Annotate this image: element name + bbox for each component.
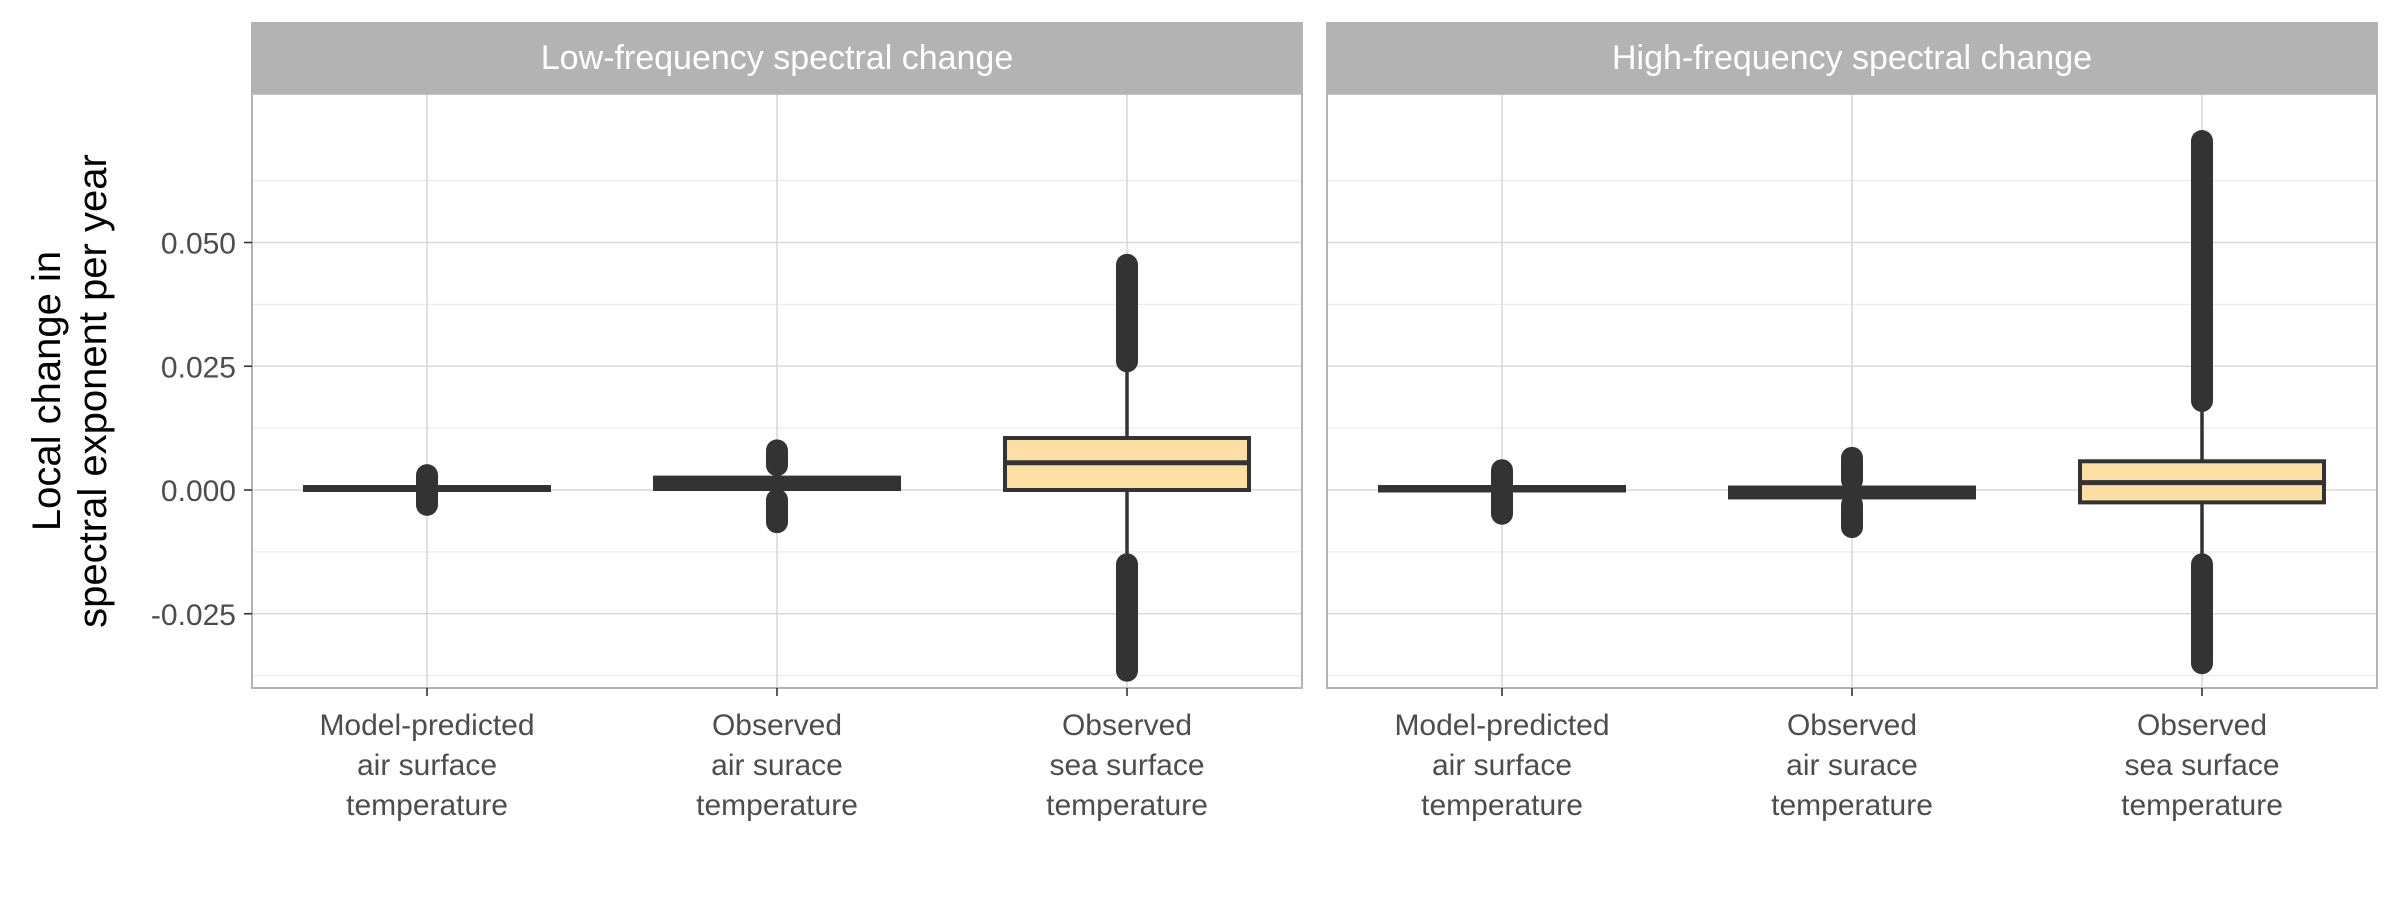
x-tick-label: temperature [696, 789, 858, 822]
panel-title: Low-frequency spectral change [541, 39, 1014, 77]
box-2 [653, 439, 901, 534]
x-tick-label: Model-predicted [319, 709, 534, 742]
strip-background [1327, 23, 2377, 94]
x-tick-label: temperature [2121, 789, 2283, 822]
x-tick-label: temperature [1046, 789, 1208, 822]
box-2 [1728, 446, 1976, 539]
y-tick-label: 0.000 [161, 475, 236, 508]
x-tick-label: sea surface [1049, 749, 1204, 782]
box-1 [1378, 459, 1626, 525]
y-axis-title-line: Local change in [25, 251, 69, 531]
box-3 [1003, 253, 1251, 682]
x-tick-label: air surface [1432, 749, 1572, 782]
panel-high-frequency: High-frequency spectral change Model-pred… [1326, 22, 2378, 822]
x-tick-label: Observed [712, 709, 842, 742]
panel-title: High-frequency spectral change [1612, 39, 2092, 77]
x-tick-label: air surface [357, 749, 497, 782]
y-axis-title-line: spectral exponent per year [71, 154, 115, 628]
box-3 [2078, 130, 2326, 675]
x-tick-label: air surace [1786, 749, 1918, 782]
x-tick-label: Model-predicted [1394, 709, 1609, 742]
x-tick-label: Observed [2137, 709, 2267, 742]
panel-low-frequency: Low-frequency spectral change Model-predi… [151, 22, 1303, 822]
y-tick-label: 0.050 [161, 228, 236, 261]
y-tick-label: -0.025 [151, 599, 236, 632]
x-tick-label: Observed [1062, 709, 1192, 742]
x-tick-label: temperature [1771, 789, 1933, 822]
strip-background [252, 23, 1302, 94]
x-tick-label: air surace [711, 749, 843, 782]
y-tick-label: 0.025 [161, 351, 236, 384]
y-axis-title: Local change in spectral exponent per yea… [25, 154, 115, 628]
x-tick-label: Observed [1787, 709, 1917, 742]
x-tick-label: temperature [1421, 789, 1583, 822]
box-1 [303, 464, 551, 516]
x-tick-label: temperature [346, 789, 508, 822]
x-tick-label: sea surface [2124, 749, 2279, 782]
